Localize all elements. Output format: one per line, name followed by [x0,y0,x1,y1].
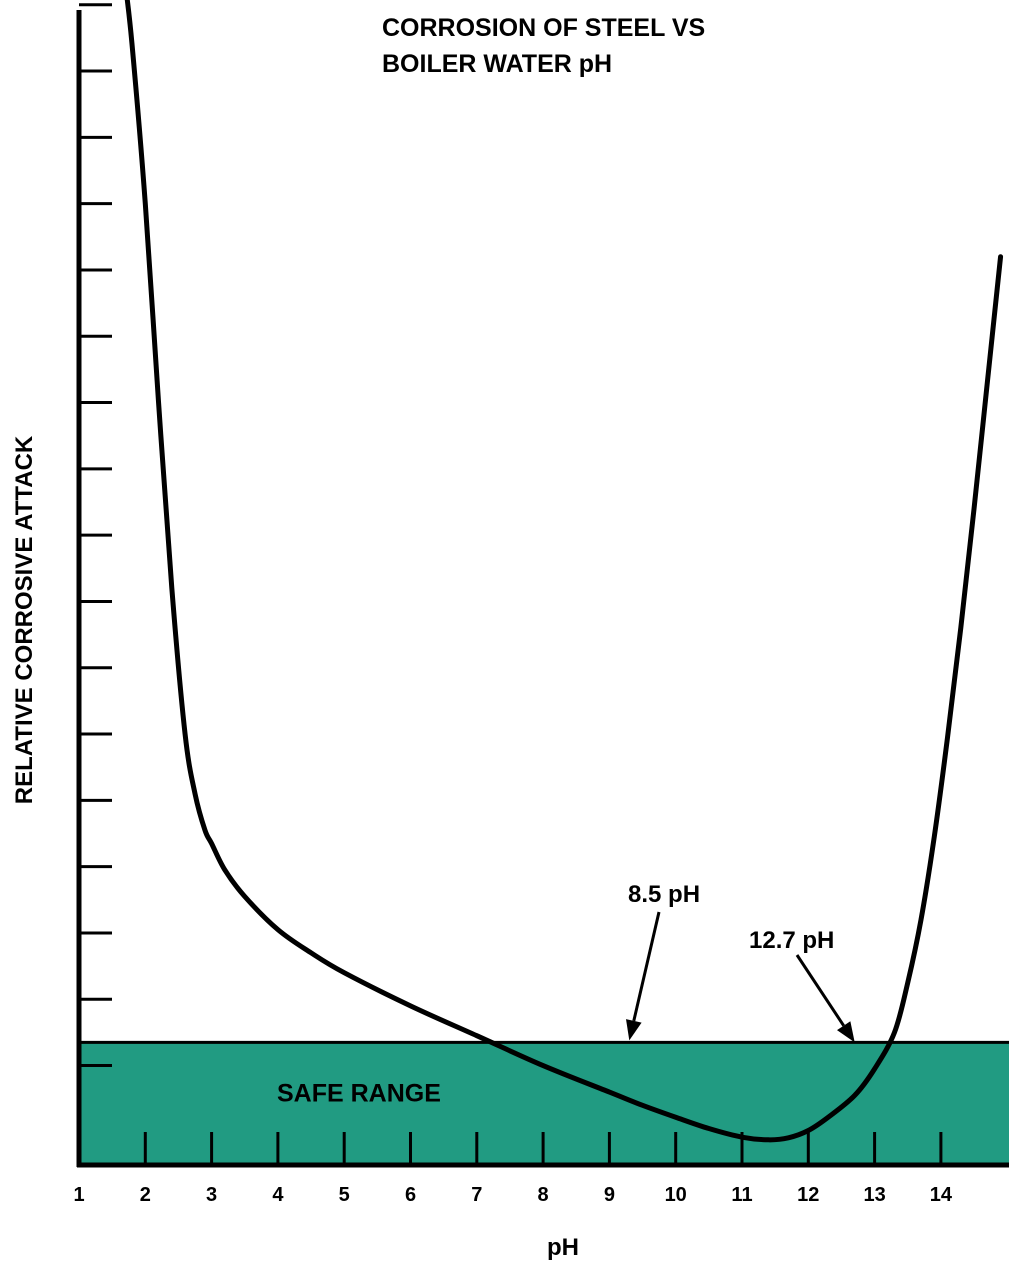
x-tick-label: 12 [797,1184,819,1206]
corrosion-curve [124,0,1004,1143]
x-tick-label: 3 [206,1184,217,1206]
x-tick-label: 13 [863,1184,885,1206]
x-tick-label: 2 [140,1184,151,1206]
annotation-arrow-head [837,1021,855,1043]
x-tick-label: 11 [731,1184,752,1206]
x-tick-label: 8 [538,1184,549,1206]
x-tick-label: 4 [272,1184,284,1206]
axes [76,10,1009,1168]
x-tick-label: 6 [405,1184,416,1206]
x-tick-label: 14 [930,1184,953,1206]
chart-title-line-1: CORROSION OF STEEL VS [382,14,705,42]
x-tick-label: 5 [339,1184,350,1206]
y-tick-marks [79,3,112,1068]
x-axis-label: pH [547,1234,579,1261]
x-tick-marks [143,1132,943,1165]
annotation-label: 8.5 pH [628,881,700,908]
annotation-arrow-head [626,1019,642,1041]
x-tick-labels: 1 2 3 4 5 6 7 8 9 10 11 12 13 14 [73,1184,952,1206]
safe-range-label: SAFE RANGE [277,1079,441,1107]
annotations: 8.5 pH 12.7 pH [626,881,855,1043]
x-tick-label: 10 [665,1184,687,1206]
x-tick-label: 9 [604,1184,615,1206]
annotation-label: 12.7 pH [749,927,834,954]
annotation-arrow-shaft [632,911,661,1022]
annotation-arrow-shaft [795,954,845,1027]
x-tick-label: 1 [73,1184,84,1206]
chart-title-line-2: BOILER WATER pH [382,50,612,78]
x-tick-label: 7 [471,1184,482,1206]
y-axis-label: RELATIVE CORROSIVE ATTACK [11,435,38,804]
series-layer [124,0,1004,1143]
